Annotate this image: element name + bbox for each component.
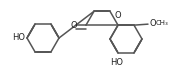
Text: O: O: [115, 11, 121, 20]
Text: O: O: [71, 21, 77, 30]
Text: HO: HO: [12, 34, 25, 43]
Text: CH₃: CH₃: [156, 20, 169, 26]
Text: O: O: [149, 19, 156, 28]
Text: HO: HO: [111, 58, 123, 67]
